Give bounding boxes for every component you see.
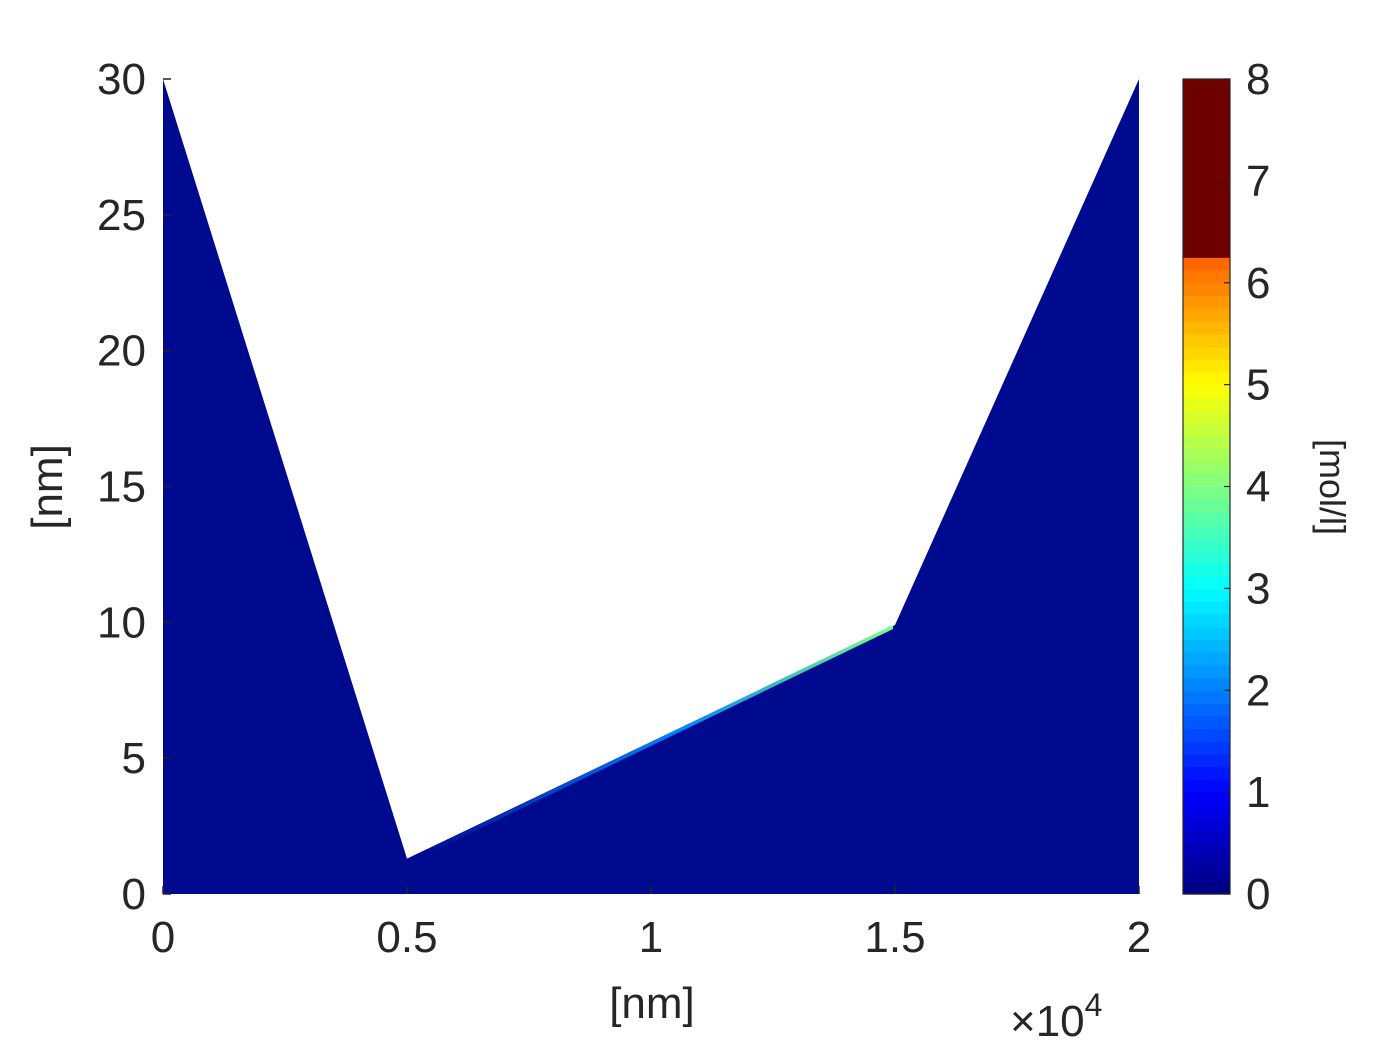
colorbar-segment xyxy=(1183,422,1230,437)
colorbar-segment xyxy=(1183,308,1230,322)
colorbar-tick-label: 8 xyxy=(1246,55,1270,104)
colorbar-tick-label: 2 xyxy=(1246,666,1270,715)
colorbar-tick-label: 0 xyxy=(1246,870,1270,919)
colorbar-segment xyxy=(1183,881,1230,895)
colorbar-segment xyxy=(1183,129,1230,144)
colorbar-segment xyxy=(1183,320,1230,335)
colorbar-segment xyxy=(1183,562,1230,577)
colorbar-tick-label: 5 xyxy=(1246,361,1270,410)
colorbar-segment xyxy=(1183,753,1230,768)
surface-layer xyxy=(405,625,893,865)
colorbar-segment xyxy=(1183,117,1230,131)
colorbar-segment xyxy=(1183,91,1230,106)
colorbar-segment xyxy=(1183,817,1230,831)
colorbar-segment xyxy=(1183,333,1230,348)
colorbar-segment xyxy=(1183,613,1230,628)
colorbar-tick-label: 4 xyxy=(1246,463,1270,512)
colorbar-segment xyxy=(1183,855,1230,870)
x-exponent-base: ×10 xyxy=(1010,997,1085,1046)
colorbar-segment xyxy=(1183,346,1230,360)
colorbar-label: [mol/l] xyxy=(1312,439,1353,535)
colorbar-segment xyxy=(1183,511,1230,526)
y-tick-label: 15 xyxy=(97,463,146,512)
colorbar-segment xyxy=(1183,601,1230,615)
plot-area xyxy=(163,79,1139,894)
colorbar-segment xyxy=(1183,830,1230,844)
colorbar-segment xyxy=(1183,384,1230,398)
colorbar-segment xyxy=(1183,664,1230,679)
colorbar-segment xyxy=(1183,690,1230,704)
colorbar-segment xyxy=(1183,371,1230,386)
colorbar-segment xyxy=(1183,461,1230,475)
colorbar-segment xyxy=(1183,575,1230,589)
y-tick-label: 20 xyxy=(97,327,146,376)
colorbar-segment xyxy=(1183,270,1230,284)
colorbar-tick-label: 1 xyxy=(1246,768,1270,817)
x-tick-label: 1.5 xyxy=(864,913,925,962)
colorbar-tick-label: 3 xyxy=(1246,564,1270,613)
colorbar-segment xyxy=(1183,79,1230,93)
x-tick-label: 2 xyxy=(1127,913,1151,962)
y-tick-label: 25 xyxy=(97,191,146,240)
colorbar-tick-label: 7 xyxy=(1246,157,1270,206)
colorbar-segment xyxy=(1183,168,1230,182)
colorbar-segment xyxy=(1183,792,1230,806)
colorbar-segment xyxy=(1183,715,1230,730)
colorbar-segment xyxy=(1183,537,1230,551)
colorbar-segment xyxy=(1183,702,1230,717)
x-tick-label: 0.5 xyxy=(376,913,437,962)
y-tick-label: 5 xyxy=(122,734,146,783)
y-tick-label: 30 xyxy=(97,55,146,104)
colorbar-segment xyxy=(1183,206,1230,220)
y-axis-label: [nm] xyxy=(23,444,72,530)
colorbar-segment xyxy=(1183,868,1230,882)
x-exponent-power: 4 xyxy=(1085,987,1103,1023)
colorbar-segment xyxy=(1183,779,1230,793)
colorbar-segment xyxy=(1183,843,1230,857)
colorbar-segment xyxy=(1183,499,1230,513)
colorbar-segment xyxy=(1183,180,1230,195)
x-tick-label: 0 xyxy=(151,913,175,962)
colorbar-segment xyxy=(1183,219,1230,233)
colorbar-segment xyxy=(1183,588,1230,602)
colorbar-segment xyxy=(1183,295,1230,309)
y-axis: 0 5 10 15 20 25 30 xyxy=(97,55,171,919)
colorbar-segment xyxy=(1183,359,1230,373)
colorbar-segment xyxy=(1183,741,1230,755)
colorbar-segment xyxy=(1183,231,1230,246)
colorbar: 0 1 2 3 4 5 6 7 8 xyxy=(1182,55,1270,919)
colorbar-segment xyxy=(1183,550,1230,564)
colorbar-segment xyxy=(1183,524,1230,539)
colorbar-tick-label: 6 xyxy=(1246,259,1270,308)
colorbar-segment xyxy=(1183,142,1230,157)
colorbar-segment xyxy=(1183,448,1230,462)
x-axis-label: [nm] xyxy=(609,979,695,1028)
x-axis: 0 0.5 1 1.5 2 xyxy=(151,886,1151,962)
colorbar-segment xyxy=(1183,155,1230,169)
colorbar-segment xyxy=(1183,652,1230,666)
y-tick-label: 10 xyxy=(97,598,146,647)
x-exponent: ×104 xyxy=(1010,987,1102,1046)
colorbar-segment xyxy=(1183,728,1230,742)
colorbar-segment xyxy=(1183,282,1230,297)
colorbar-segment xyxy=(1183,677,1230,691)
colorbar-segment xyxy=(1183,486,1230,500)
colorbar-segment xyxy=(1183,473,1230,488)
y-tick-label: 0 xyxy=(122,870,146,919)
colorbar-segment xyxy=(1183,639,1230,653)
colorbar-segment xyxy=(1183,435,1230,449)
colorbar-segment xyxy=(1183,804,1230,819)
concentration-domain xyxy=(163,79,1139,894)
colorbar-segment xyxy=(1183,257,1230,271)
colorbar-segment xyxy=(1183,244,1230,258)
colorbar-segment xyxy=(1183,410,1230,424)
colorbar-segment xyxy=(1183,104,1230,118)
colorbar-segment xyxy=(1183,766,1230,780)
colorbar-segment xyxy=(1183,397,1230,411)
colorbar-segment xyxy=(1183,626,1230,640)
colorbar-segment xyxy=(1183,193,1230,207)
x-tick-label: 1 xyxy=(639,913,663,962)
